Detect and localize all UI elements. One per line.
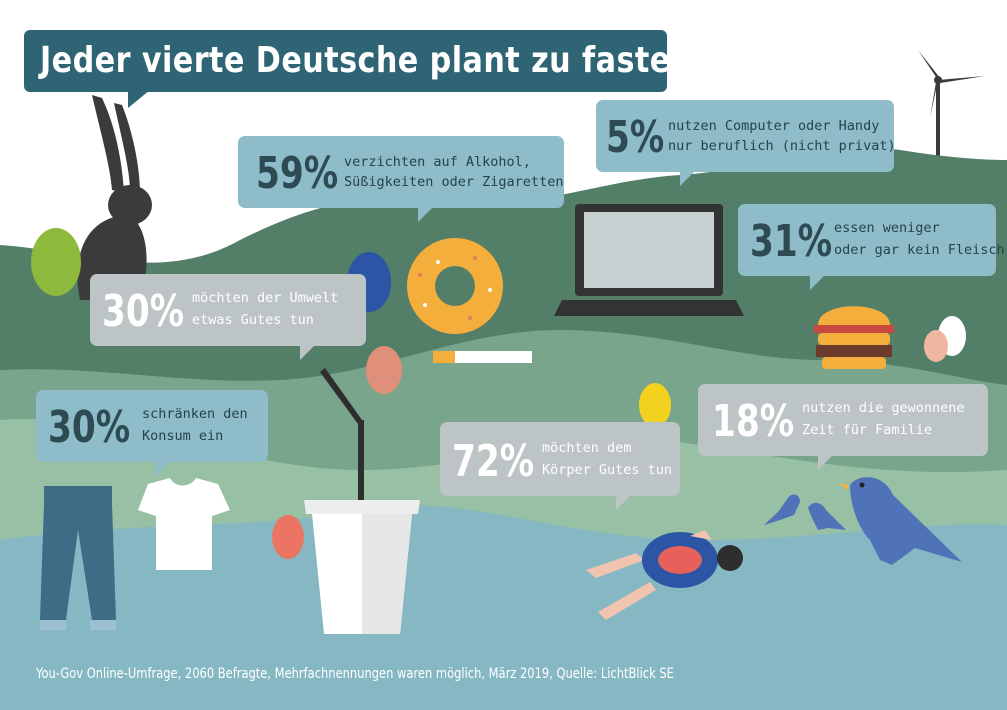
stat-value-family: 18% [712,396,795,447]
stat-bubble-family: 18% nutzen die gewonnene Zeit für Famili… [698,384,988,470]
title-box [24,30,667,92]
page-title: Jeder vierte Deutsche plant zu fasten [40,40,693,81]
donut-icon [407,238,503,334]
salmon-egg-icon [366,346,402,394]
stat-label-environment-1: möchten der Umwelt [192,290,339,306]
source-note: You-Gov Online-Umfrage, 2060 Befragte, M… [36,666,674,682]
pink-egg-icon [924,330,948,362]
birds-icon [764,477,962,565]
swimmer-icon [586,530,743,620]
stat-label-computer-1: nutzen Computer oder Handy [668,118,880,134]
red-egg-icon [272,515,304,559]
cup-icon [304,368,420,634]
burger-icon [814,306,894,369]
stat-label-consumption-1: schränken den [142,406,248,422]
stat-label-body-2: Körper Gutes tun [542,462,673,478]
stat-value-computer: 5% [606,112,665,163]
rabbit-icon [77,95,152,300]
stat-bubble-environment: 30% möchten der Umwelt etwas Gutes tun [90,274,366,360]
tshirt-icon [138,478,230,570]
stat-bubble-meat: 31% essen weniger oder gar kein Fleisch [738,204,1005,290]
title-box-tail [128,90,150,108]
laptop-icon [554,204,744,316]
stat-value-meat: 31% [750,216,833,267]
jeans-icon [40,486,116,630]
stat-value-alcohol: 59% [256,148,339,199]
yellow-egg-icon [639,383,671,427]
stat-label-body-1: möchten dem [542,440,632,456]
stat-bubble-body: 72% möchten dem Körper Gutes tun [440,422,680,510]
stat-label-consumption-2: Konsum ein [142,428,224,444]
stat-label-computer-2: nur beruflich (nicht privat) [668,138,896,154]
stat-label-alcohol-2: Süßigkeiten oder Zigaretten [344,174,564,190]
wind-turbine-icon [918,50,985,160]
stat-label-family-1: nutzen die gewonnene [802,400,965,416]
stat-value-environment: 30% [102,286,185,337]
stat-bubble-alcohol: 59% verzichten auf Alkohol, Süßigkeiten … [238,136,564,222]
stat-label-family-2: Zeit für Familie [802,422,933,438]
stat-bubble-computer: 5% nutzen Computer oder Handy nur berufl… [596,100,896,186]
cigarette-icon [433,351,532,363]
stat-bubble-consumption: 30% schränken den Konsum ein [36,390,268,476]
stat-label-meat-2: oder gar kein Fleisch [834,242,1005,258]
stat-label-environment-2: etwas Gutes tun [192,312,314,328]
stat-label-meat-1: essen weniger [834,220,940,236]
stat-label-alcohol-1: verzichten auf Alkohol, [344,154,531,170]
stat-value-body: 72% [452,436,535,487]
stat-value-consumption: 30% [48,402,131,453]
green-egg-icon [31,228,81,296]
